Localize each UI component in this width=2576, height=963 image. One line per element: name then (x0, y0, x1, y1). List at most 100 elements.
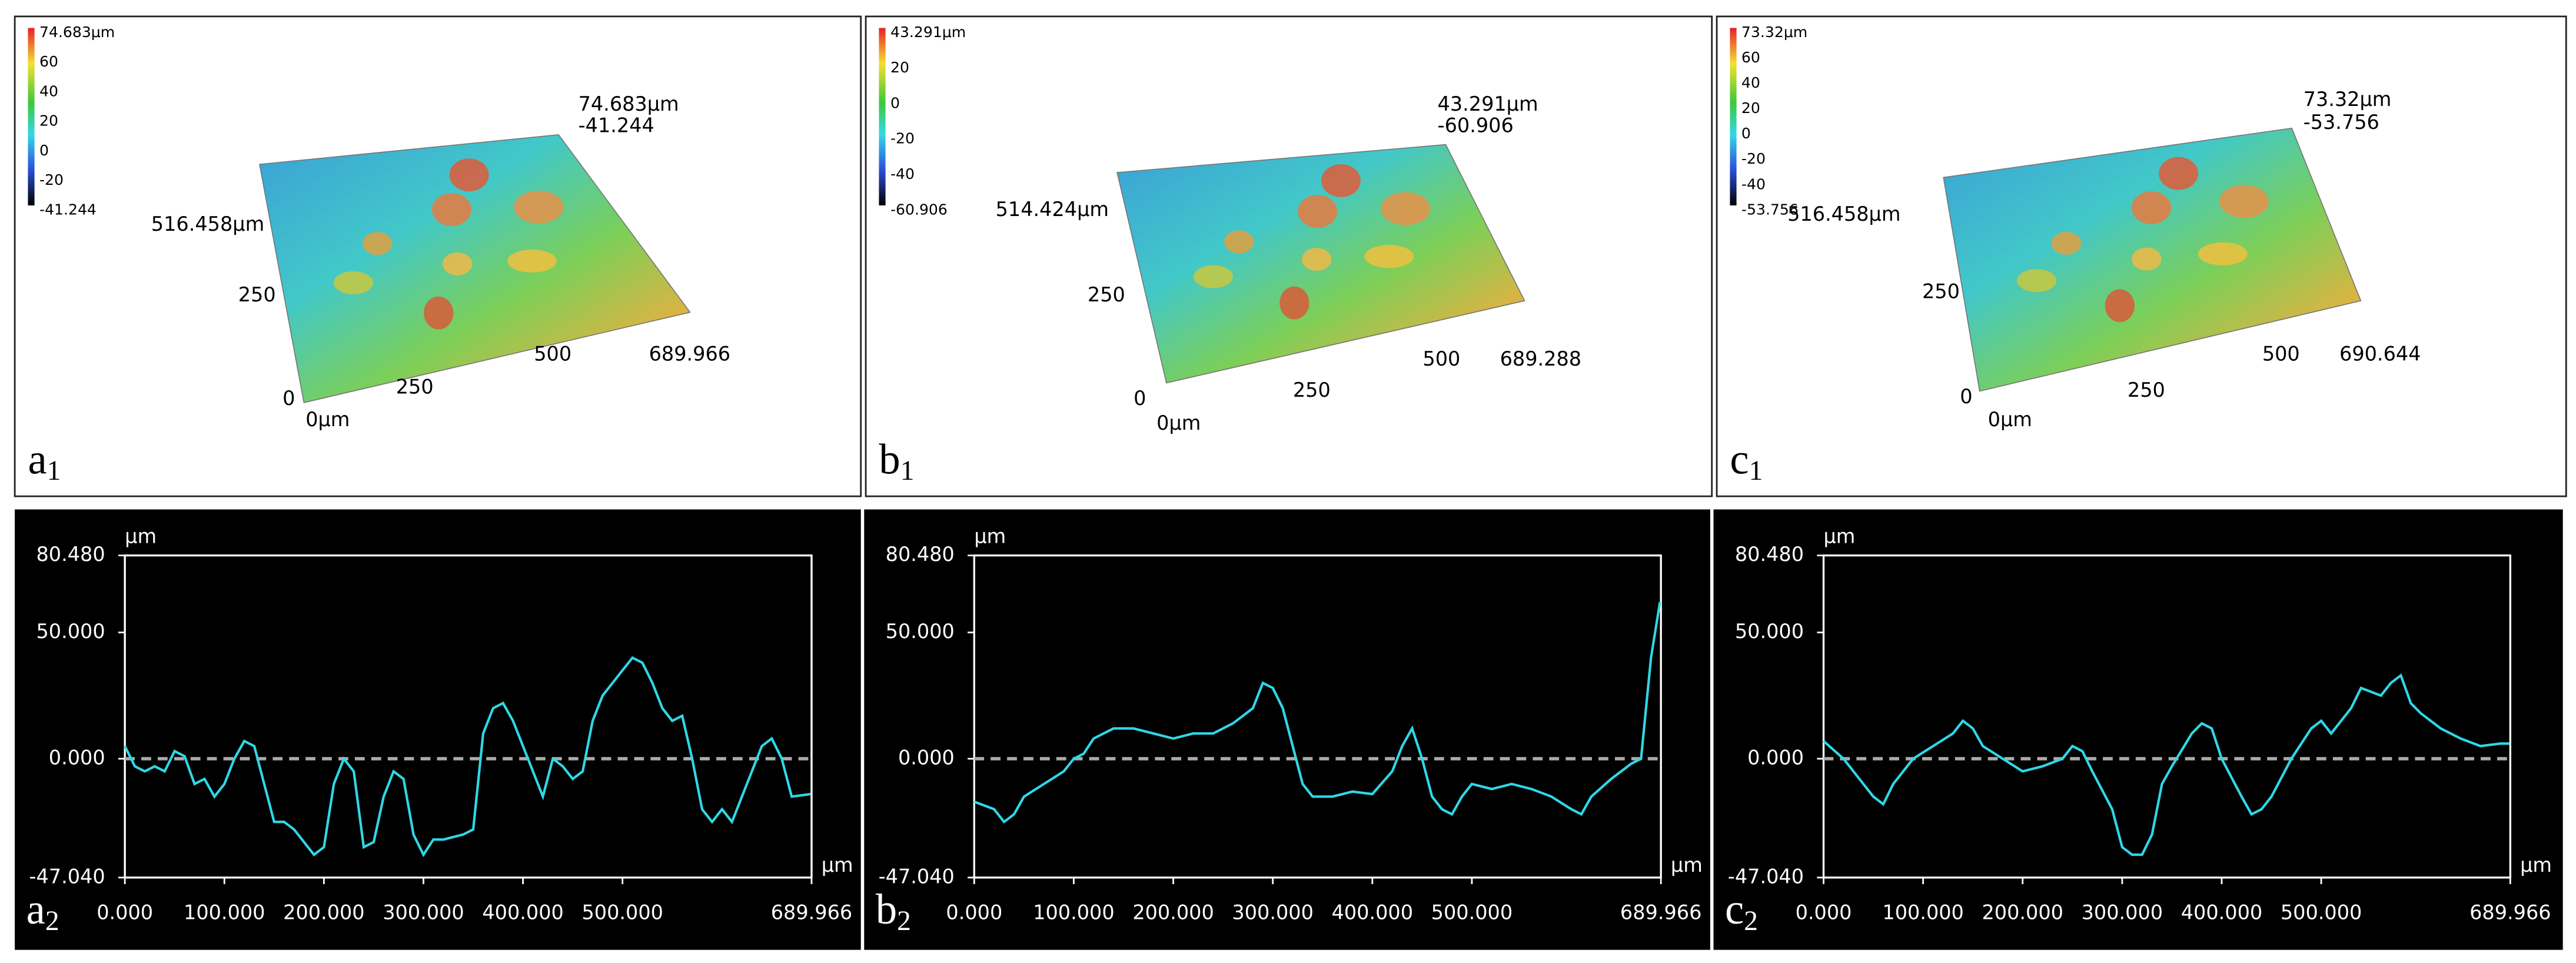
y-tick-label: 80.480 (1735, 543, 1804, 566)
y-unit: μm (974, 524, 1006, 547)
surface-bump (2198, 242, 2248, 265)
colorbar-label: -41.244 (39, 201, 97, 218)
colorbar-label: 43.291μm (890, 24, 966, 41)
panel-label: a1 (28, 435, 61, 486)
surface-bump (2051, 231, 2082, 255)
profile-line (973, 602, 1661, 824)
colorbar-label: 40 (1741, 74, 1760, 91)
colorbar-label: -20 (1741, 150, 1766, 167)
panel-subscript: 2 (1744, 906, 1758, 937)
x-tick-label: 689.966 (1620, 901, 1701, 924)
surface-bump (1224, 230, 1254, 254)
x-tick-label: 100.000 (1882, 901, 1963, 924)
colorbar-label: 0 (39, 142, 49, 159)
y-tick-label: 0.000 (49, 746, 105, 769)
panel-letter: a (28, 435, 46, 483)
panel-letter: c (1730, 435, 1749, 483)
colorbar-label: -53.756 (1741, 201, 1799, 218)
profile-line (124, 656, 811, 858)
surface-bump (2132, 247, 2162, 271)
plot-frame (1822, 554, 2512, 879)
y-tick-label: 80.480 (886, 543, 955, 566)
y-tick-label: 0.000 (1747, 746, 1804, 769)
axis-annotation: 74.683μm (579, 92, 679, 115)
colorbar-label: -20 (890, 130, 915, 147)
panel-label: b2 (876, 885, 911, 937)
axis-annotation: 690.644 (2339, 343, 2421, 366)
panel-subscript: 2 (45, 906, 59, 937)
colorbar-label: 20 (39, 112, 58, 129)
x-tick-label: 500.000 (1431, 901, 1513, 924)
x-unit: μm (1671, 854, 1703, 876)
axis-annotation: 689.288 (1500, 347, 1581, 370)
y-tick-label: 80.480 (36, 543, 105, 566)
surface-bump (1364, 245, 1414, 268)
surface-bump (431, 193, 471, 226)
surface-bump (507, 249, 557, 273)
axis-annotation: 516.458μm (1787, 202, 1900, 225)
y-unit: μm (125, 524, 157, 547)
axis-annotation: 250 (1088, 283, 1125, 306)
panel-subscript: 1 (47, 456, 61, 486)
panel-subscript: 1 (900, 456, 915, 486)
x-tick-label: 400.000 (1332, 901, 1413, 924)
x-tick-label: 100.000 (1033, 901, 1114, 924)
colorbar (879, 28, 886, 205)
axis-annotation: 0μm (1988, 408, 2032, 431)
colorbar-label: 40 (39, 82, 58, 99)
axis-annotation: 0 (1134, 387, 1146, 410)
surface-bump (449, 158, 489, 192)
x-tick-label: 689.966 (2469, 901, 2551, 924)
panel-letter: c (1725, 885, 1744, 933)
colorbar-label: -20 (39, 171, 64, 188)
panel-letter: b (879, 435, 900, 483)
axis-annotation: -60.906 (1438, 114, 1514, 137)
x-tick-label: 400.000 (482, 901, 563, 924)
x-tick-label: 500.000 (581, 901, 663, 924)
colorbar-label: 0 (1741, 125, 1751, 142)
axis-annotation: 516.458μm (151, 212, 264, 235)
x-tick-label: 400.000 (2181, 901, 2262, 924)
y-tick-label: 50.000 (886, 620, 955, 643)
axis-annotation: 500 (2262, 343, 2300, 366)
profile-line (1823, 673, 2509, 856)
colorbar (28, 28, 35, 205)
axis-annotation: 250 (1293, 378, 1331, 401)
panel-label: a2 (26, 885, 59, 937)
x-tick-label: 0.000 (946, 901, 1002, 924)
x-tick-label: 200.000 (1132, 901, 1214, 924)
surface-bump (2131, 191, 2171, 224)
surface-bump (1302, 248, 1332, 271)
colorbar-label: 60 (39, 53, 58, 70)
x-unit: μm (2520, 854, 2552, 876)
x-tick-label: 0.000 (97, 901, 153, 924)
y-tick-label: 50.000 (36, 620, 105, 643)
surface (259, 134, 691, 404)
surface-bump (2219, 185, 2269, 218)
axis-annotation: 500 (1422, 347, 1460, 370)
x-unit: μm (822, 854, 853, 876)
panel-background (15, 509, 861, 950)
x-tick-label: 300.000 (1232, 901, 1313, 924)
axis-annotation: -53.756 (2304, 111, 2379, 134)
panel-letter: a (26, 885, 45, 933)
surface-bump (514, 190, 564, 224)
axis-annotation: 0μm (305, 408, 350, 431)
axis-annotation: 250 (396, 375, 434, 398)
y-tick-label: 50.000 (1735, 620, 1804, 643)
axis-annotation: 43.291μm (1438, 92, 1538, 115)
axis-annotation: 514.424μm (996, 198, 1109, 221)
axis-annotation: 250 (2128, 378, 2165, 401)
axis-annotation: 0μm (1156, 411, 1201, 434)
axis-annotation: 73.32μm (2304, 88, 2392, 111)
surface-bump (2017, 269, 2057, 293)
x-tick-label: 300.000 (2082, 901, 2163, 924)
colorbar-label: -60.906 (890, 201, 948, 218)
surface-bump (443, 252, 473, 275)
axis-annotation: 689.966 (649, 343, 730, 366)
colorbar-label: 20 (1741, 99, 1760, 117)
surface-bump (1321, 164, 1361, 197)
x-tick-label: 100.000 (184, 901, 265, 924)
x-tick-label: 500.000 (2281, 901, 2362, 924)
